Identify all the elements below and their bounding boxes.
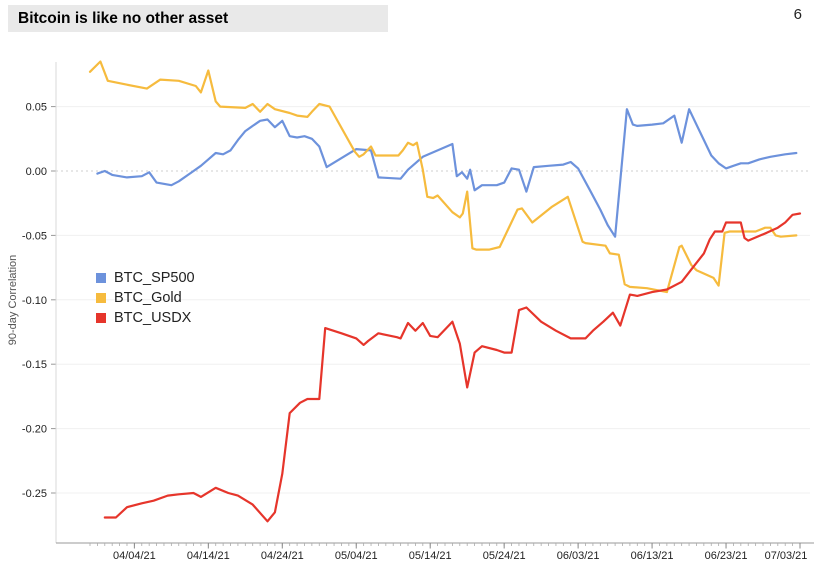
y-tick-label: -0.10 [22,295,47,307]
y-tick-label: -0.05 [22,230,47,242]
slide-title: Bitcoin is like no other asset [18,10,229,27]
x-tick-label: 04/24/21 [261,550,304,562]
legend-item-btc-gold: BTC_Gold [96,288,195,308]
series-line-btc_sp500 [96,108,798,238]
y-tick-label: 0.00 [26,166,47,178]
x-tick-label: 07/03/21 [765,550,808,562]
x-tick-label: 04/14/21 [187,550,230,562]
y-tick-label: -0.25 [22,488,47,500]
x-tick-label: 05/04/21 [335,550,378,562]
legend-item-btc-usdx: BTC_USDX [96,308,195,328]
slide-title-bar: Bitcoin is like no other asset [8,5,388,32]
legend-label-btc-usdx: BTC_USDX [114,310,192,326]
x-tick-label: 06/23/21 [705,550,748,562]
legend-swatch-btc-sp500-icon [96,273,106,283]
legend-item-btc-sp500: BTC_SP500 [96,268,195,288]
legend-swatch-btc-gold-icon [96,293,106,303]
series-line-btc_gold [88,60,798,294]
chart-legend: BTC_SP500 BTC_Gold BTC_USDX [96,268,195,328]
legend-label-btc-gold: BTC_Gold [114,290,182,306]
y-axis-title: 90-day Correlation [7,254,19,346]
page-number: 6 [793,6,802,23]
x-tick-label: 04/04/21 [113,550,156,562]
legend-label-btc-sp500: BTC_SP500 [114,270,195,286]
x-tick-label: 06/13/21 [631,550,674,562]
y-tick-label: -0.15 [22,359,47,371]
series-line-btc_usdx [103,212,802,523]
legend-swatch-btc-usdx-icon [96,313,106,323]
x-tick-label: 06/03/21 [557,550,600,562]
y-tick-label: -0.20 [22,424,47,436]
x-tick-label: 05/24/21 [483,550,526,562]
y-tick-label: 0.05 [26,102,47,114]
x-tick-label: 05/14/21 [409,550,452,562]
